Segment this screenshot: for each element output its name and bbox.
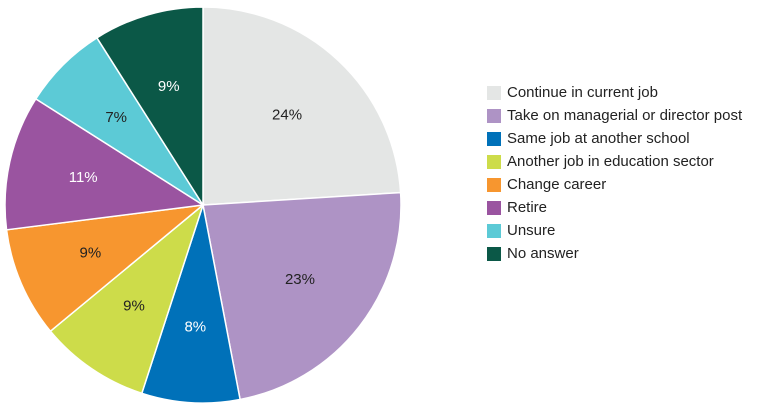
legend-swatch [487,155,501,169]
legend-label: No answer [507,245,579,262]
legend-label: Take on managerial or director post [507,107,743,124]
legend-label: Unsure [507,222,555,239]
legend-swatch [487,132,501,146]
legend-swatch [487,224,501,238]
legend-label: Continue in current job [507,84,658,101]
legend-swatch [487,86,501,100]
slice-label: 24% [272,106,302,123]
pie-slice [4,97,206,231]
legend-swatch [487,109,501,123]
legend-label: Retire [507,199,547,216]
slice-label: 9% [79,245,101,262]
slice-label: 8% [184,318,206,335]
legend-label: Another job in education sector [507,153,714,170]
slice-label: 7% [105,109,127,126]
slice-label: 23% [285,271,315,288]
legend-swatch [487,178,501,192]
pie-slice [95,6,204,208]
pie-slice [202,191,402,401]
pie-slice [202,6,402,206]
pie-slice [5,203,206,333]
slice-label: 11% [69,169,98,186]
pie-slice [49,202,205,395]
slice-label: 9% [123,298,145,315]
legend-label: Change career [507,176,606,193]
legend-swatch [487,201,501,215]
legend-swatch [487,247,501,261]
slice-label: 9% [158,78,180,95]
legend-label: Same job at another school [507,130,690,147]
